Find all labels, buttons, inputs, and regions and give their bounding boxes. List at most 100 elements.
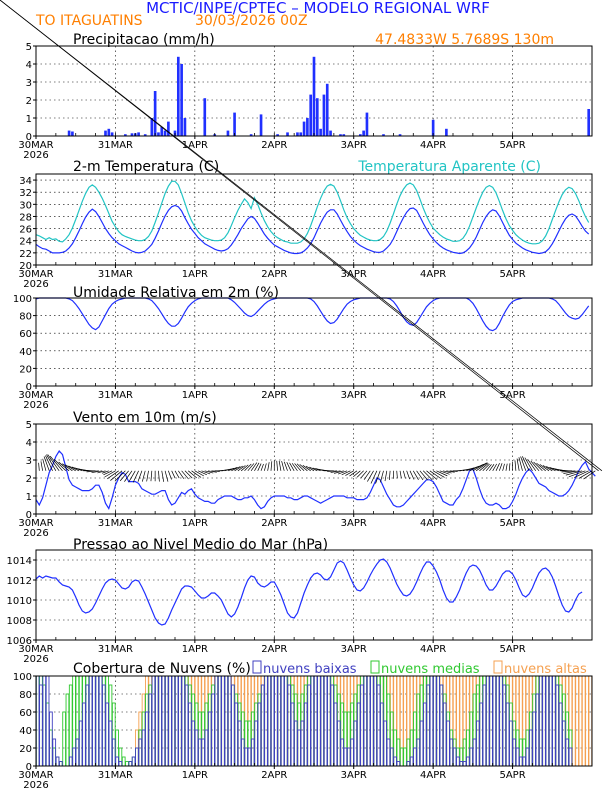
precip-x-tick-label: 3APR	[341, 140, 367, 151]
cloud-bar-low	[485, 675, 490, 767]
cloud-bar-low	[221, 675, 225, 767]
wind-vector	[489, 464, 495, 472]
legend-low-label: nuvens baixas	[263, 662, 357, 677]
rh-y-tick-label: 0	[26, 382, 32, 393]
precip-bar	[180, 64, 183, 136]
cloud-bar-low	[204, 729, 209, 767]
cloud-x-tick-label: 4APR	[420, 770, 446, 781]
wind-vector	[294, 463, 302, 472]
pres-x-tick-label: 2APR	[261, 644, 287, 655]
cloud-y-tick-label: 100	[13, 672, 32, 683]
wind-vector	[312, 467, 321, 472]
precip-bar	[176, 56, 180, 136]
wind-vector	[375, 470, 381, 484]
wind-vector	[267, 462, 270, 471]
cloud-bar-low	[323, 675, 328, 767]
cloud-bar-low	[456, 756, 460, 767]
cloud-bar-low	[98, 675, 103, 767]
precip-bar	[319, 128, 322, 136]
rh-x-tick-label: 3APR	[341, 390, 367, 401]
precip-title: Precipitacao (mm/h)	[73, 32, 215, 48]
cloud-bar-low	[370, 675, 374, 767]
temp-y-tick-label: 30	[19, 200, 32, 211]
wind-vector	[270, 461, 273, 471]
cloud-bar-low	[562, 720, 566, 767]
wind-vector	[574, 470, 589, 478]
cloud-bar-mid	[65, 693, 70, 767]
precip-bar	[137, 132, 140, 136]
cloud-bar-low	[290, 702, 295, 767]
wind-vector	[502, 463, 505, 471]
cloud-bar-mid	[403, 747, 407, 767]
cloud-bar-high	[588, 675, 593, 767]
cloud-bar-low	[383, 720, 388, 767]
cloud-bar-low	[505, 702, 510, 767]
precip-bar	[167, 121, 170, 136]
wind-vector	[367, 470, 374, 482]
cloud-bar-low	[154, 675, 159, 767]
wind-vector	[0, 0, 603, 472]
pres-y-tick-label: 1010	[7, 596, 32, 607]
wind-vector	[345, 470, 354, 476]
wind-vector	[110, 470, 123, 481]
wind-vector	[442, 470, 452, 474]
cloud-bar-low	[482, 684, 487, 767]
wind-vector	[527, 459, 537, 472]
cloud-bar-low	[469, 747, 474, 767]
cloud-bar-low	[101, 684, 106, 767]
wind-vector	[47, 454, 60, 472]
precip-bar	[150, 118, 154, 136]
temp-year-label: 2026	[23, 279, 48, 290]
wind-vector	[330, 470, 341, 473]
precip-bar	[322, 94, 326, 136]
cloud-bar-low	[264, 675, 268, 767]
precip-bar	[296, 132, 299, 136]
wind-vector	[327, 470, 338, 473]
wind-vector	[201, 470, 211, 475]
temp-apparent-legend: Temperatura Aparente (C)	[357, 159, 541, 175]
wind-vector	[568, 470, 586, 478]
wind-vector	[406, 470, 411, 480]
cloud-bar-low	[555, 684, 560, 767]
precip-x-tick-label: 4APR	[420, 140, 446, 151]
cloud-bar-low	[188, 702, 192, 767]
cloud-bar-low	[254, 720, 258, 767]
cloud-bar-low	[224, 675, 229, 767]
precip-bar	[325, 83, 329, 136]
cloud-x-tick-label: 5APR	[499, 770, 525, 781]
cloud-bar-low	[128, 761, 133, 767]
rh-x-tick-label: 1APR	[182, 390, 208, 401]
cloud-y-tick-label: 80	[19, 690, 32, 701]
wind-vector	[137, 470, 143, 482]
wind-x-tick-label: 2APR	[261, 518, 287, 529]
precip-y-tick-label: 2	[26, 96, 32, 107]
wind-vector	[254, 462, 260, 471]
cloud-bar-low	[409, 756, 414, 767]
wind-vector	[495, 463, 500, 471]
wind-vector	[533, 461, 543, 472]
cloud-bar-low	[82, 702, 86, 767]
wind-vector	[403, 470, 406, 479]
cloud-bar-low	[320, 675, 325, 767]
cloud-bar-low	[307, 684, 311, 767]
cloud-bar-low	[260, 684, 265, 767]
cloud-bar-low	[535, 693, 540, 767]
cloud-bar-low	[280, 675, 285, 767]
cloud-bar-low	[429, 675, 434, 767]
wind-vector	[472, 462, 487, 472]
precip-x-tick-label: 30MAR	[18, 140, 53, 151]
wind-vector	[146, 470, 149, 482]
cloud-bar-mid	[62, 711, 66, 767]
precip-y-tick-label: 5	[26, 42, 32, 53]
wind-vector	[363, 470, 371, 480]
wind-vector	[370, 470, 378, 484]
cloud-bar-low	[201, 738, 205, 767]
wind-vector	[380, 470, 384, 483]
cloud-bar-low	[42, 675, 47, 767]
cloud-bar-low	[432, 675, 437, 767]
precip-bar	[110, 132, 114, 136]
wind-vector	[549, 467, 560, 472]
precip-bar	[249, 134, 253, 136]
cloud-bar-low	[158, 675, 162, 767]
